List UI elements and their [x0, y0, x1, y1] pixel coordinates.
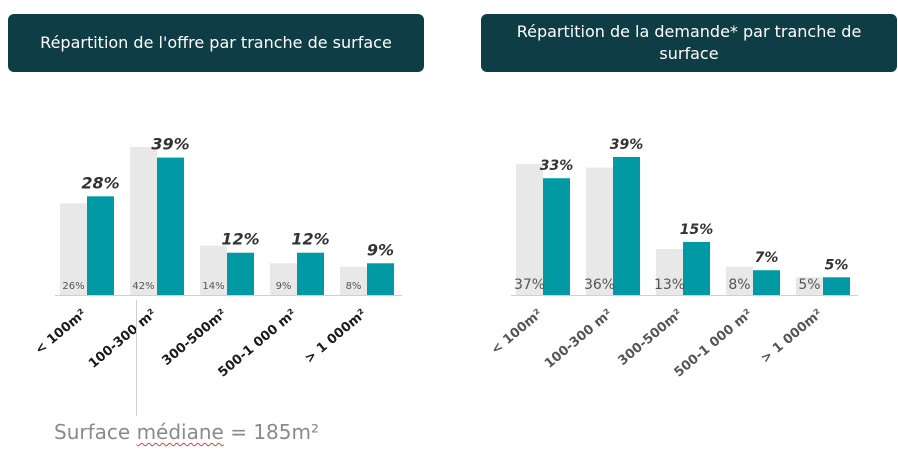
current-value-label: 33% [540, 158, 574, 174]
prior-value-label: 9% [276, 281, 292, 292]
median-surface-label: Surface médiane = 185m² [54, 420, 319, 444]
category-tick-label: 100-300 m² [542, 307, 616, 372]
prior-value-label: 13% [654, 277, 685, 293]
prior-bar [796, 277, 823, 295]
current-bar [87, 196, 114, 295]
prior-value-label: 8% [728, 277, 750, 293]
prior-value-label: 26% [62, 281, 84, 292]
current-value-label: 28% [81, 173, 119, 192]
prior-value-label: 8% [346, 281, 362, 292]
prior-bar [200, 245, 227, 295]
current-bar [367, 263, 394, 295]
category-tick-label: > 1 000m² [758, 307, 825, 367]
prior-value-label: 36% [584, 277, 615, 293]
median-marker-line [136, 300, 137, 416]
current-value-label: 9% [367, 240, 394, 259]
current-value-label: 12% [221, 230, 259, 249]
current-bar [157, 157, 184, 295]
current-bar [543, 178, 570, 295]
chart-title-demande: Répartition de la demande* par tranche d… [481, 14, 897, 72]
current-value-label: 39% [610, 137, 644, 153]
category-tick-label: 300-500m² [615, 307, 685, 369]
current-bar [297, 252, 324, 295]
current-value-label: 39% [151, 135, 189, 154]
median-suffix: = 185m² [223, 420, 319, 444]
current-value-label: 7% [755, 250, 779, 266]
prior-value-label: 37% [514, 277, 545, 293]
current-bar [613, 157, 640, 295]
median-prefix: Surface [54, 420, 137, 444]
prior-value-label: 5% [798, 277, 820, 293]
category-tick-label: < 100m² [489, 307, 546, 358]
current-bar [227, 252, 254, 295]
prior-bar [586, 167, 613, 295]
prior-bar [726, 266, 753, 295]
prior-value-label: 14% [202, 281, 224, 292]
current-value-label: 12% [291, 230, 329, 249]
prior-bar [340, 266, 367, 295]
prior-bar [60, 203, 87, 295]
demande-bar-chart: 37% 33% < 100m² 36% 39% 100-300 m² 13% 15% 300-5… [489, 137, 858, 380]
prior-bar [656, 249, 683, 295]
current-value-label: 5% [825, 257, 849, 273]
current-value-label: 15% [680, 222, 714, 238]
current-bar [753, 270, 780, 295]
prior-bar [516, 164, 543, 295]
median-underlined-word: médiane [136, 420, 224, 444]
chart-title-offre: Répartition de l'offre par tranche de su… [8, 14, 424, 72]
current-bar [823, 277, 850, 295]
prior-bar [270, 263, 297, 295]
prior-bar [130, 147, 157, 295]
prior-value-label: 42% [132, 281, 154, 292]
current-bar [683, 241, 710, 295]
